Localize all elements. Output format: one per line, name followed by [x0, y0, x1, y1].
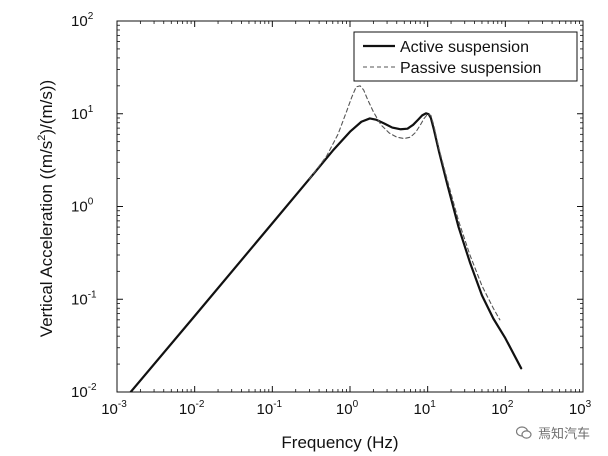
- x-tick-label: 102: [491, 399, 514, 418]
- x-tick-label: 100: [336, 399, 359, 418]
- y-tick-label: 100: [71, 197, 94, 216]
- watermark-text: 焉知汽车: [537, 427, 590, 442]
- x-tick-label: 101: [414, 399, 437, 418]
- wechat-icon: [515, 425, 532, 439]
- x-tick-label: 103: [569, 399, 592, 418]
- x-tick-label: 10-3: [101, 399, 127, 418]
- y-tick-label: 102: [71, 11, 94, 30]
- y-tick-label: 101: [71, 104, 94, 123]
- x-tick-label: 10-2: [179, 399, 205, 418]
- y-tick-label: 10-2: [71, 382, 97, 401]
- series-line-active: [129, 112, 523, 392]
- y-axis-label: Vertical Acceleration ((m/s2)/(m/s)): [36, 80, 56, 337]
- legend-label-active: Active suspension: [400, 39, 529, 56]
- y-tick-label: 10-1: [71, 289, 97, 308]
- series-line-passive: [308, 85, 501, 321]
- x-tick-label: 10-1: [257, 399, 283, 418]
- legend-label-passive: Passive suspension: [400, 60, 541, 77]
- legend-box: [353, 31, 578, 82]
- watermark: 焉知汽车: [515, 423, 590, 442]
- x-axis-label: Frequency (Hz): [281, 433, 398, 452]
